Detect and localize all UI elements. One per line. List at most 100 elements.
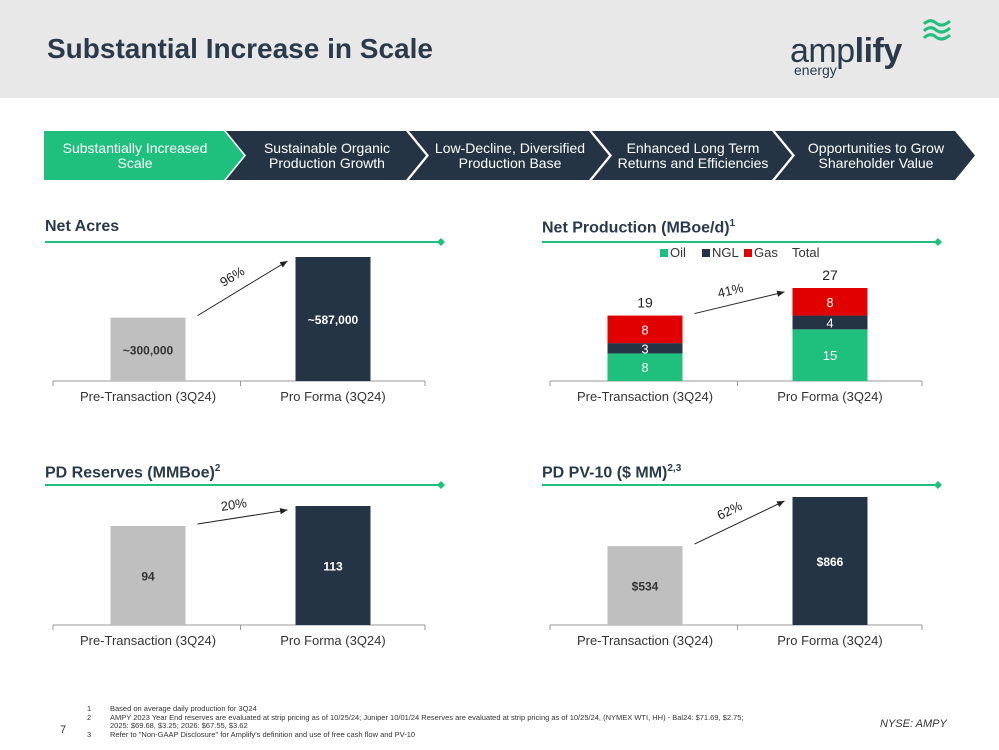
legend-total-label: Total [792,245,820,260]
footnote-text: 2025: $69.68, $3.25; 2026: $67.55, $3.62 [110,721,248,730]
legend-label: NGL [712,245,739,260]
logo-subtext: energy [794,62,837,78]
data-label: 8 [641,360,648,375]
growth-arrow [197,509,288,525]
growth-arrow [694,291,785,315]
data-label: $866 [817,555,844,569]
data-label: 4 [826,315,833,330]
growth-label: 96% [217,263,247,290]
data-label: ~300,000 [123,343,174,357]
chart-net_acres: Pre-Transaction (3Q24) Pro Forma (3Q24) ~3… [45,238,445,404]
data-label: 8 [641,322,648,337]
chevron-label-3: Low-Decline, Diversified Production Base [434,139,586,171]
data-label: 94 [141,570,155,584]
data-label: 8 [826,295,833,310]
total-label: 19 [637,295,653,311]
chevron-label-5: Opportunities to Grow Shareholder Value [807,139,945,171]
x-tick-label: Pro Forma (3Q24) [777,389,882,404]
pd-reserves-title-text: PD Reserves (MMBoe) [45,464,215,482]
chevron-label-2: Sustainable Organic Production Growth [263,139,391,171]
pd-reserves-title: PD Reserves (MMBoe)2 [45,463,220,482]
x-tick-label: Pre-Transaction (3Q24) [577,633,713,648]
growth-label: 20% [220,495,248,514]
legend-label: Oil [670,245,686,260]
chevron-label-4: Enhanced Long Term Returns and Efficienc… [617,139,769,171]
x-tick-label: Pro Forma (3Q24) [280,389,385,404]
logo-waves-icon [922,19,951,41]
page-title: Substantial Increase in Scale [47,33,433,64]
chevron-3 [409,131,609,180]
logo-text-bold: lify [854,32,903,70]
footnote-number: 1 [87,704,92,713]
chevron-label-1: Substantially Increased Scale [62,139,208,171]
rule-diamond-icon [934,481,942,489]
chart-pd_pv10: Pre-Transaction (3Q24) Pro Forma (3Q24) $5… [542,481,942,648]
charts-canvas: Pre-Transaction (3Q24) Pro Forma (3Q24) ~3… [45,238,942,648]
x-tick-label: Pre-Transaction (3Q24) [80,633,216,648]
total-label: 27 [822,267,838,283]
logo-text-thin: amp [790,32,855,70]
data-label: 15 [823,348,837,363]
arrowhead-icon [776,501,785,507]
bar-oil-2 [792,329,868,381]
bar-gas-1 [607,315,683,344]
arrowhead-icon [279,508,288,515]
net-acres-title: Net Acres [45,218,119,236]
x-tick-label: Pre-Transaction (3Q24) [577,389,713,404]
chevron-5 [775,131,975,180]
footnote-text: Refer to "Non-GAAP Disclosure" for Ampli… [110,729,416,739]
pd-pv10-title-sup: 2,3 [667,463,682,474]
header-band [0,0,999,98]
legend-swatch-gas [744,249,752,257]
pd-pv10-title-text: PD PV-10 ($ MM) [542,464,668,482]
bar-1 [110,317,186,381]
footnote-number: 3 [87,729,92,739]
net-production-title-text: Net Production (MBoe/d) [542,219,730,237]
bar-ngl-2 [792,315,868,330]
data-label: ~587,000 [308,313,359,327]
chevron-bar [44,131,975,180]
legend-swatch-oil [660,249,668,257]
bar-2 [792,497,868,625]
x-tick-label: Pro Forma (3Q24) [777,633,882,648]
logo-wordmark: amplify [790,32,902,71]
x-tick-label: Pre-Transaction (3Q24) [80,389,216,404]
legend-swatch-ngl [702,249,710,257]
net-production-title: Net Production (MBoe/d)1 [542,218,735,237]
x-tick-label: Pro Forma (3Q24) [280,633,385,648]
data-label: 113 [323,560,343,574]
bar-oil-1 [607,353,683,381]
data-label: $534 [632,580,659,594]
footnote-text: AMPY 2023 Year End reserves are evaluate… [110,712,744,722]
rule-diamond-icon [934,238,942,246]
bar-ngl-1 [607,343,683,354]
chevron-1 [44,131,244,180]
growth-label: 41% [716,280,745,301]
bar-2 [295,257,371,381]
bar-2 [295,506,371,625]
legend-label: Gas [754,245,778,260]
page-number: 7 [60,724,67,736]
bar-gas-2 [792,288,868,316]
chevron-2 [226,131,426,180]
pd-reserves-title-sup: 2 [214,463,221,474]
bar-1 [607,546,683,625]
data-label: 3 [641,341,648,356]
chart-net_production: Pre-Transaction (3Q24) Pro Forma (3Q24) 8 3… [542,238,942,404]
chart-pd_reserves: Pre-Transaction (3Q24) Pro Forma (3Q24) 94… [45,481,445,648]
arrowhead-icon [279,261,288,268]
ticker-label: NYSE: AMPY [880,718,947,730]
chevron-4 [592,131,792,180]
growth-label: 62% [715,498,745,523]
footnote-text: Based on average daily production for 3Q… [110,704,257,713]
rule-diamond-icon [437,481,445,489]
amplify-logo: amplify energy [790,18,960,82]
net-production-title-sup: 1 [729,218,736,229]
bar-1 [110,526,186,625]
rule-diamond-icon [437,238,445,246]
footnote-number: 2 [87,712,92,722]
arrowhead-icon [776,290,785,297]
pd-pv10-title: PD PV-10 ($ MM)2,3 [542,463,681,482]
growth-arrow [197,260,288,317]
growth-arrow [694,500,785,545]
